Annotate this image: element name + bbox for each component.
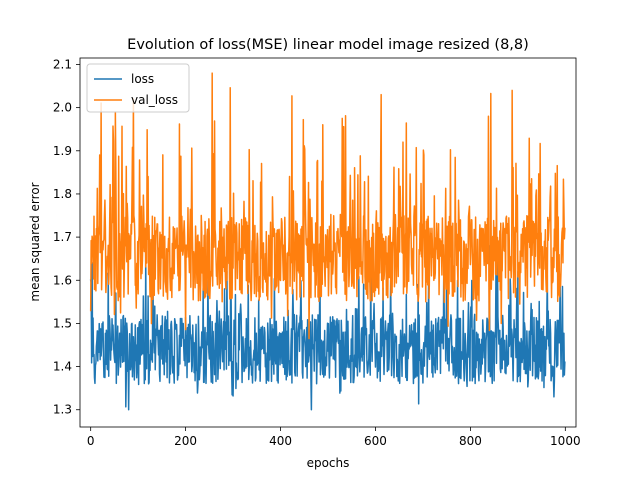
y-tick-label: 1.3 xyxy=(53,403,72,417)
y-axis-label: mean squared error xyxy=(28,182,42,301)
y-tick-label: 1.7 xyxy=(53,230,72,244)
x-tick-label: 400 xyxy=(269,434,292,448)
x-tick-label: 800 xyxy=(459,434,482,448)
legend-label-loss: loss xyxy=(131,72,154,86)
x-tick-label: 1000 xyxy=(550,434,581,448)
series-line-loss xyxy=(89,244,566,411)
plot-area xyxy=(79,57,577,428)
x-tick-label: 600 xyxy=(364,434,387,448)
y-tick-label: 1.9 xyxy=(53,144,72,158)
y-tick-label: 1.8 xyxy=(53,187,72,201)
y-tick-label: 1.4 xyxy=(53,360,72,374)
y-tick-label: 2.0 xyxy=(53,101,72,115)
series-line-val-loss xyxy=(89,72,566,340)
x-tick-label: 0 xyxy=(87,434,95,448)
y-axis: 1.3 1.4 1.5 1.6 1.7 1.8 1.9 2.0 2.1 xyxy=(53,57,80,417)
y-tick-label: 1.6 xyxy=(53,273,72,287)
y-tick-label: 2.1 xyxy=(53,57,72,71)
legend-label-val-loss: val_loss xyxy=(131,93,178,107)
x-tick-label: 200 xyxy=(174,434,197,448)
axes-frame xyxy=(79,57,577,428)
legend: loss val_loss xyxy=(86,63,190,113)
x-axis: 0 200 400 600 800 1000 xyxy=(87,427,581,448)
x-axis-label: epochs xyxy=(307,456,350,470)
chart-title: Evolution of loss(MSE) linear model imag… xyxy=(127,37,529,53)
y-tick-label: 1.5 xyxy=(53,316,72,330)
